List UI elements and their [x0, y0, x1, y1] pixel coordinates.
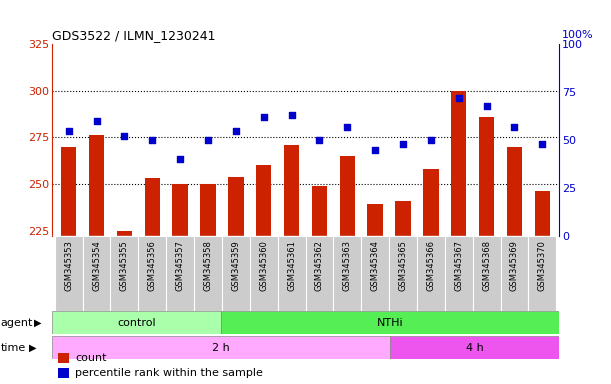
Bar — [111, 236, 138, 311]
Bar — [417, 236, 445, 311]
Bar — [172, 184, 188, 236]
Bar — [82, 236, 111, 311]
Bar — [479, 117, 494, 236]
Bar — [500, 236, 529, 311]
Bar — [451, 91, 466, 236]
Bar — [61, 147, 76, 236]
Text: GSM345370: GSM345370 — [538, 240, 547, 291]
Point — [64, 127, 73, 134]
Point — [481, 103, 491, 109]
Text: control: control — [117, 318, 156, 328]
Bar — [306, 236, 334, 311]
Text: 100%: 100% — [562, 30, 594, 40]
Bar — [117, 230, 132, 236]
Bar — [166, 236, 194, 311]
Point — [510, 124, 519, 130]
Text: GSM345368: GSM345368 — [482, 240, 491, 291]
Text: 2 h: 2 h — [212, 343, 230, 353]
Point — [370, 147, 380, 153]
Bar — [52, 336, 390, 359]
Text: NTHi: NTHi — [377, 318, 403, 328]
Bar — [277, 236, 306, 311]
Bar — [390, 336, 559, 359]
Text: GSM345369: GSM345369 — [510, 240, 519, 291]
Text: GSM345364: GSM345364 — [371, 240, 379, 291]
Bar — [52, 311, 221, 334]
Text: ▶: ▶ — [34, 318, 41, 328]
Text: GSM345366: GSM345366 — [426, 240, 436, 291]
Point — [203, 137, 213, 143]
Text: GSM345360: GSM345360 — [259, 240, 268, 291]
Point — [287, 112, 296, 118]
Text: count: count — [75, 353, 107, 363]
Bar — [250, 236, 277, 311]
Point — [259, 114, 269, 120]
Bar — [389, 236, 417, 311]
Text: GSM345354: GSM345354 — [92, 240, 101, 291]
Text: GSM345355: GSM345355 — [120, 240, 129, 291]
Bar — [361, 236, 389, 311]
Bar — [334, 236, 361, 311]
Point — [426, 137, 436, 143]
Text: GSM345353: GSM345353 — [64, 240, 73, 291]
Bar — [529, 236, 556, 311]
Text: 4 h: 4 h — [466, 343, 483, 353]
Point — [342, 124, 352, 130]
Point — [147, 137, 157, 143]
Point — [92, 118, 101, 124]
Bar — [89, 136, 104, 236]
Text: agent: agent — [1, 318, 33, 328]
Text: GSM345362: GSM345362 — [315, 240, 324, 291]
Bar — [507, 147, 522, 236]
Bar — [367, 204, 383, 236]
Bar — [194, 236, 222, 311]
Bar — [340, 156, 355, 236]
Text: percentile rank within the sample: percentile rank within the sample — [75, 368, 263, 378]
Bar — [222, 236, 250, 311]
Point — [231, 127, 241, 134]
Point — [454, 95, 464, 101]
Text: time: time — [1, 343, 26, 353]
Bar — [200, 184, 216, 236]
Point — [120, 133, 130, 139]
Text: GSM345363: GSM345363 — [343, 240, 352, 291]
Bar — [256, 166, 271, 236]
Point — [175, 156, 185, 162]
Text: GSM345361: GSM345361 — [287, 240, 296, 291]
Text: GSM345357: GSM345357 — [175, 240, 185, 291]
Bar — [423, 169, 439, 236]
Bar — [145, 179, 160, 236]
Bar — [55, 236, 82, 311]
Text: GSM345365: GSM345365 — [398, 240, 408, 291]
Text: GSM345367: GSM345367 — [454, 240, 463, 291]
Bar — [284, 145, 299, 236]
Bar — [395, 201, 411, 236]
Bar — [535, 191, 550, 236]
Point — [315, 137, 324, 143]
Bar — [473, 236, 500, 311]
Text: GSM345356: GSM345356 — [148, 240, 157, 291]
Text: GSM345359: GSM345359 — [232, 240, 240, 291]
Bar — [445, 236, 473, 311]
Bar — [221, 311, 559, 334]
Bar — [138, 236, 166, 311]
Bar — [228, 177, 244, 236]
Point — [538, 141, 547, 147]
Bar — [312, 186, 327, 236]
Text: ▶: ▶ — [29, 343, 37, 353]
Text: GDS3522 / ILMN_1230241: GDS3522 / ILMN_1230241 — [52, 28, 216, 41]
Point — [398, 141, 408, 147]
Text: GSM345358: GSM345358 — [203, 240, 213, 291]
